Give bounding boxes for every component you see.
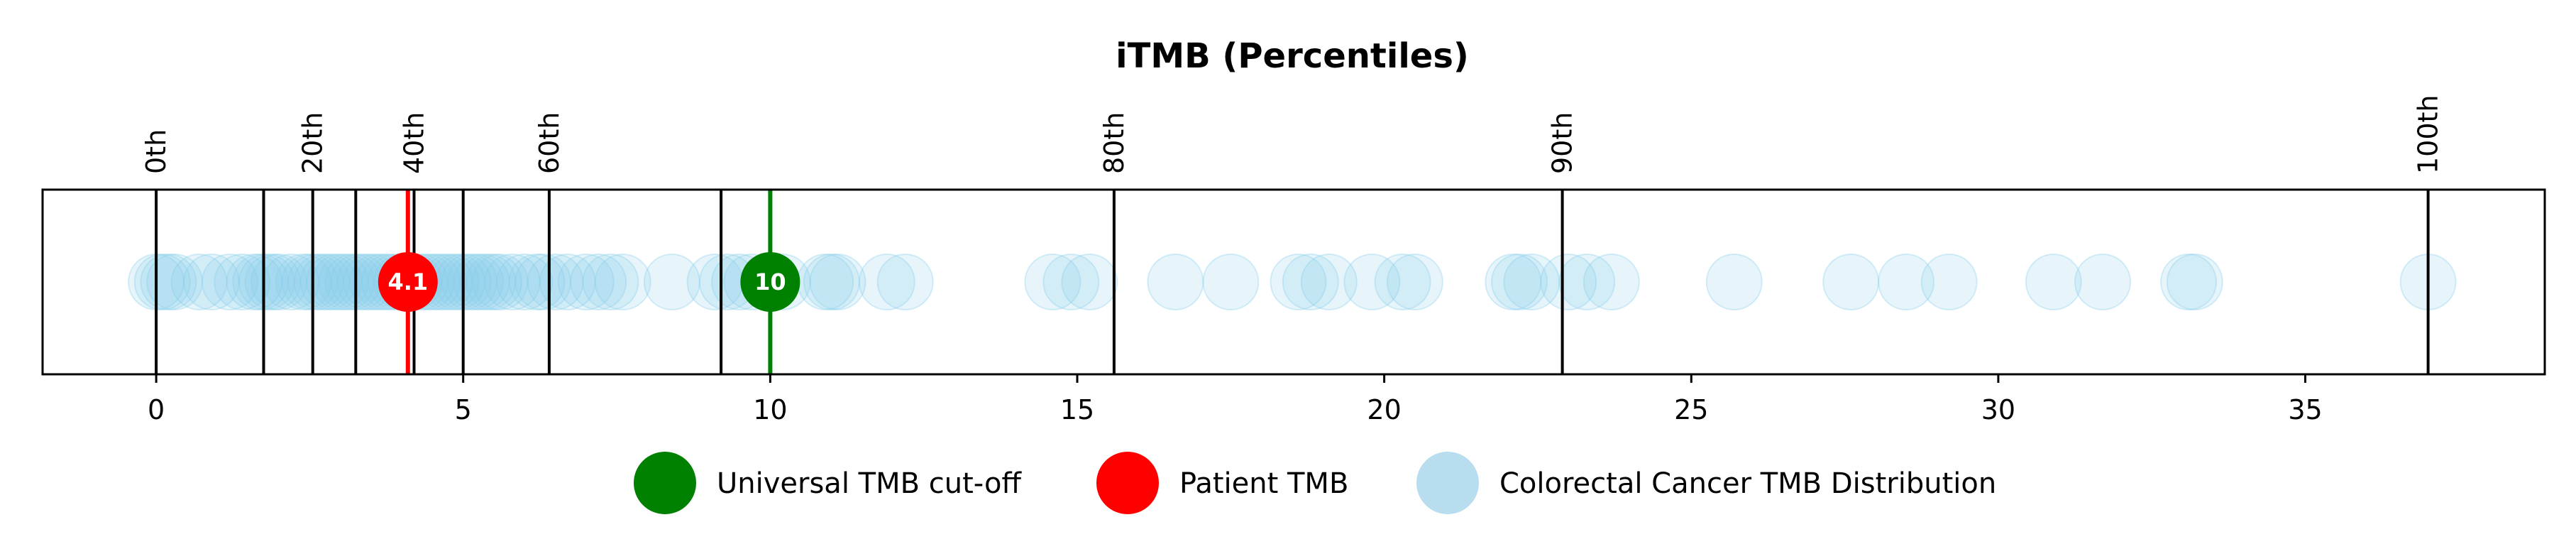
patient-tmb-value-label: 4.1 [387, 268, 428, 295]
distribution-point [1822, 254, 1880, 310]
distribution-point [471, 254, 529, 310]
distribution-point [293, 254, 351, 310]
distribution-point [1920, 254, 1978, 310]
x-tick-label: 10 [753, 394, 787, 425]
distribution-point [508, 254, 566, 310]
x-tick-label: 20 [1367, 394, 1401, 425]
x-tick-label: 15 [1060, 394, 1094, 425]
universal-cutoff-value-label: 10 [754, 268, 786, 295]
distribution-point [803, 254, 860, 310]
distribution-point [453, 254, 510, 310]
distribution-point [133, 254, 191, 310]
percentile-label: 100th [2413, 94, 2444, 174]
patient-and-cutoff-markers: 4.1 10 [378, 190, 800, 374]
distribution-point [238, 254, 295, 310]
distribution-point [170, 254, 228, 310]
distribution-point [1343, 254, 1401, 310]
distribution-point [527, 254, 584, 310]
distribution-point [1705, 254, 1763, 310]
percentile-label: 90th [1547, 112, 1578, 174]
legend-marker [1096, 452, 1159, 514]
percentile-label: 60th [534, 112, 565, 174]
percentile-labels: 0th 20th 40th 60th 80th 90th 100th [141, 94, 2444, 174]
distribution-point [643, 254, 700, 310]
x-tick-label: 35 [2288, 394, 2322, 425]
universal-cutoff-marker [740, 252, 800, 312]
distribution-point [466, 254, 522, 310]
distribution-point [2166, 254, 2223, 310]
legend-marker [1416, 452, 1479, 514]
distribution-point [858, 254, 915, 310]
legend-marker [634, 452, 696, 514]
distribution-point [1491, 254, 1548, 310]
x-tick-label: 25 [1674, 394, 1708, 425]
distribution-point [287, 254, 344, 310]
distribution-point [1282, 254, 1339, 310]
distribution-point [1147, 254, 1204, 310]
distribution-point [514, 254, 572, 310]
distribution-point [2025, 254, 2082, 310]
percentile-label: 80th [1099, 112, 1130, 174]
distribution-point [201, 254, 258, 310]
distribution-point [306, 254, 363, 310]
distribution-point [146, 254, 203, 310]
percentile-lines [155, 190, 2430, 374]
distribution-point [214, 254, 271, 310]
x-tick-label: 30 [1981, 394, 2015, 425]
plot-frame [41, 188, 2546, 376]
distribution-point [1386, 254, 1443, 310]
legend-label: Universal TMB cut-off [717, 467, 1022, 500]
distribution-point [251, 254, 308, 310]
distribution-point [876, 254, 934, 310]
x-tick-label: 5 [455, 394, 472, 425]
distribution-point [2074, 254, 2131, 310]
distribution-point [539, 254, 596, 310]
distribution-point [1878, 254, 1935, 310]
distribution-point [447, 254, 504, 310]
distribution-point [183, 254, 240, 310]
percentile-label: 20th [297, 112, 329, 174]
distribution-point [318, 254, 375, 310]
distribution-point [1061, 254, 1118, 310]
distribution-point [226, 254, 283, 310]
distribution-point [1540, 254, 1597, 310]
distribution-point [582, 254, 639, 310]
distribution-point [441, 254, 498, 310]
distribution-point [1270, 254, 1327, 310]
distribution-point [483, 254, 541, 310]
distribution-point [275, 254, 332, 310]
distribution-points [128, 254, 2457, 310]
percentile-label: 0th [141, 129, 172, 174]
distribution-point [1374, 254, 1431, 310]
legend-label: Patient TMB [1179, 467, 1348, 500]
distribution-point [140, 254, 197, 310]
chart-title: iTMB (Percentiles) [1116, 36, 1469, 76]
distribution-point [809, 254, 866, 310]
x-tick-label: 0 [148, 394, 165, 425]
distribution-point [1300, 254, 1358, 310]
patient-tmb-marker [378, 252, 438, 312]
distribution-point [570, 254, 627, 310]
distribution-point [1558, 254, 1616, 310]
distribution-point [459, 254, 517, 310]
distribution-point [232, 254, 290, 310]
distribution-point [244, 254, 302, 310]
distribution-point [1024, 254, 1081, 310]
distribution-point [281, 254, 338, 310]
distribution-point [2160, 254, 2218, 310]
distribution-point [1485, 254, 1542, 310]
distribution-point [594, 254, 651, 310]
distribution-point [1042, 254, 1100, 310]
distribution-point [557, 254, 615, 310]
distribution-point [1202, 254, 1260, 310]
legend-label: Colorectal Cancer TMB Distribution [1499, 467, 1996, 500]
distribution-point [1503, 254, 1561, 310]
legend: Universal TMB cut-off Patient TMB Colorect… [634, 452, 1996, 514]
distribution-point [496, 254, 554, 310]
x-axis-ticks: 0 5 10 15 20 25 30 35 [148, 374, 2323, 425]
distribution-point [1583, 254, 1640, 310]
percentile-label: 40th [399, 112, 430, 174]
